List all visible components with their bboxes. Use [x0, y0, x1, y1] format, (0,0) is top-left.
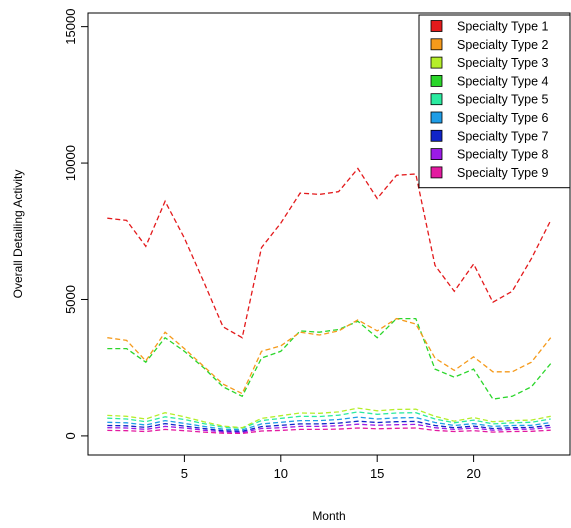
- plot-area: 5 10 15 20 0 5000 10000 15000: [63, 9, 571, 481]
- series-line: [107, 427, 551, 435]
- plot-frame: [87, 12, 571, 456]
- y-tick-label: 10000: [63, 145, 78, 181]
- legend-item-label: Specialty Type 5: [457, 93, 549, 107]
- legend-swatch: [430, 166, 443, 179]
- series-line: [107, 317, 552, 395]
- legend-swatch: [430, 56, 443, 69]
- x-tick-label: 20: [466, 466, 480, 481]
- legend-item-label: Specialty Type 1: [457, 20, 549, 34]
- x-tick-label: 10: [274, 466, 288, 481]
- legend-swatch: [430, 38, 443, 51]
- y-tick-label: 15000: [63, 9, 78, 45]
- legend-swatch: [430, 75, 443, 87]
- series-line: [107, 317, 552, 400]
- x-axis-label: Month: [312, 509, 345, 523]
- legend-item-label: Specialty Type 4: [457, 74, 549, 88]
- legend-item-label: Specialty Type 8: [457, 148, 549, 162]
- series-group: [107, 167, 552, 435]
- legend-item-label: Specialty Type 2: [457, 38, 549, 52]
- legend-item-label: Specialty Type 3: [457, 56, 549, 70]
- series-line: [107, 423, 551, 434]
- legend-item-label: Specialty Type 6: [457, 111, 549, 125]
- legend-swatch: [430, 129, 443, 142]
- legend-box: [418, 14, 571, 189]
- y-tick-label: 5000: [63, 285, 78, 314]
- legend-item-label: Specialty Type 9: [457, 166, 549, 180]
- series-line: [107, 411, 551, 429]
- x-tick-label: 15: [370, 466, 384, 481]
- legend: Specialty Type 1 Specialty Type 2 Specialt…: [418, 14, 571, 189]
- series-line: [107, 407, 551, 429]
- series-line: [107, 167, 552, 339]
- legend-swatch: [430, 148, 443, 161]
- legend-item-label: Specialty Type 7: [457, 129, 549, 143]
- legend-swatch: [430, 20, 443, 32]
- y-tick-label: 0: [63, 432, 78, 439]
- legend-swatch: [430, 111, 443, 124]
- series-line: [107, 416, 551, 431]
- series-line: [107, 420, 551, 432]
- x-tick-label: 5: [181, 466, 188, 481]
- y-axis-label: Overall Detailing Activity: [11, 170, 25, 299]
- legend-swatch: [430, 93, 443, 106]
